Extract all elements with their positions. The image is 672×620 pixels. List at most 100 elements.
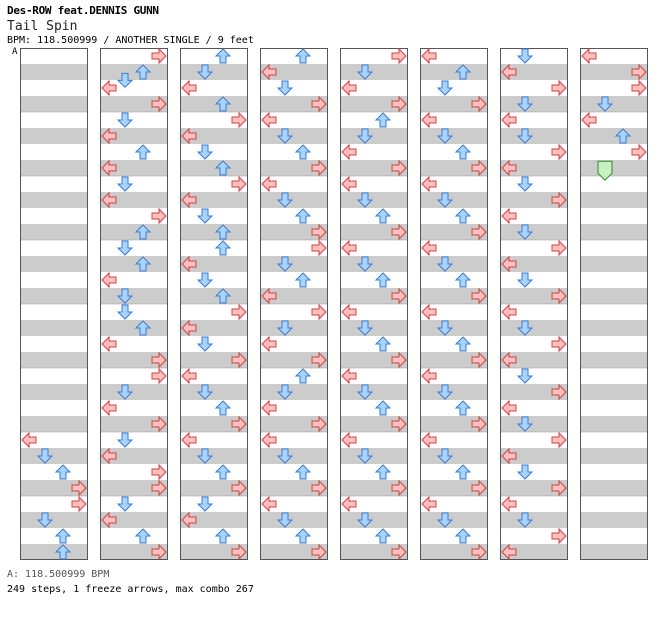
beat-stripe [340,480,408,496]
beat-stripe [420,192,488,208]
step-arrow-left [181,191,197,209]
step-arrow-right [311,95,327,113]
step-arrow-down [196,144,214,160]
step-arrow-right [471,223,487,241]
beat-stripe [340,64,408,80]
column-border [100,48,168,560]
step-arrow-down [196,496,214,512]
beat-stripe [580,544,648,560]
step-arrow-down [116,384,134,400]
step-arrow-up [374,112,392,128]
step-arrow-right [551,431,567,449]
beat-stripe [420,320,488,336]
chart-column-5 [340,47,408,561]
step-arrow-up [294,208,312,224]
beat-stripe [340,448,408,464]
step-arrow-down [196,448,214,464]
beat-stripe [500,160,568,176]
step-arrow-right [471,543,487,561]
step-arrow-left [341,143,357,161]
step-arrow-up [54,528,72,544]
step-arrow-right [391,415,407,433]
step-arrow-left [501,447,517,465]
beat-stripe [100,96,168,112]
step-arrow-left [421,47,437,65]
step-arrow-right [631,63,647,81]
beat-stripe [100,256,168,272]
beat-stripe [180,544,248,560]
step-arrow-right [471,159,487,177]
step-arrow-down [116,72,134,89]
beat-stripe [260,160,328,176]
beat-stripe [420,160,488,176]
step-arrow-up [454,272,472,288]
step-arrow-up [134,256,152,272]
step-arrow-down [116,176,134,192]
beat-stripe [580,160,648,176]
beat-stripe [420,64,488,80]
beat-stripe [500,128,568,144]
step-arrow-down [516,128,534,144]
step-arrow-up [374,208,392,224]
step-arrow-left [101,79,117,97]
beat-stripe [180,64,248,80]
beat-stripe [100,544,168,560]
step-arrow-left [501,63,517,81]
step-arrow-left [261,63,277,81]
step-arrow-down [36,448,54,464]
step-arrow-right [151,463,167,481]
step-arrow-right [551,479,567,497]
beat-stripe [500,64,568,80]
beat-stripe [180,352,248,368]
step-arrow-left [501,495,517,513]
step-arrow-up [454,64,472,80]
beat-stripe [580,128,648,144]
beat-stripe [20,384,88,400]
step-arrow-up [134,528,152,544]
step-arrow-right [551,527,567,545]
step-arrow-down [436,448,454,464]
step-arrow-up [614,128,632,144]
step-arrow-down [196,208,214,224]
step-arrow-right [151,479,167,497]
step-arrow-right [391,479,407,497]
step-arrow-right [391,223,407,241]
step-arrow-right [231,351,247,369]
step-arrow-right [311,415,327,433]
step-arrow-down [196,64,214,80]
beat-stripe [20,224,88,240]
step-arrow-up [374,272,392,288]
beat-stripe [20,544,88,560]
step-arrow-right [551,287,567,305]
beat-stripe [180,320,248,336]
step-arrow-left [421,111,437,129]
step-arrow-up [134,144,152,160]
beat-stripe [260,64,328,80]
step-arrow-right [391,287,407,305]
beat-stripe [500,384,568,400]
beat-stripe [100,416,168,432]
step-arrow-right [551,191,567,209]
step-arrow-down [436,80,454,96]
step-arrow-up [134,224,152,240]
step-arrow-up [214,160,232,176]
beat-stripe [340,512,408,528]
step-arrow-right [151,415,167,433]
step-arrow-right [551,383,567,401]
step-stats: 249 steps, 1 freeze arrows, max combo 26… [7,584,254,595]
step-arrow-right [151,367,167,385]
section-marker: A [12,47,18,57]
step-arrow-left [501,111,517,129]
beat-stripe [580,352,648,368]
step-arrow-down [196,272,214,288]
beat-stripe [20,448,88,464]
step-arrow-right [311,303,327,321]
step-arrow-down [356,384,374,400]
step-arrow-left [341,367,357,385]
step-arrow-up [214,464,232,480]
step-arrow-down [116,432,134,448]
step-arrow-up [214,96,232,112]
beat-stripe [100,352,168,368]
beat-stripe [100,448,168,464]
column-border [180,48,248,560]
